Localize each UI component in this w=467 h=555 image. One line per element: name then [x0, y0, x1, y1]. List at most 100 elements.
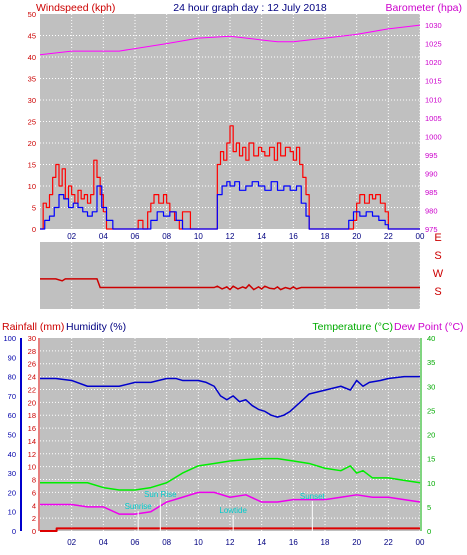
dewpoint-line: [40, 491, 421, 515]
rain-y-tick: 0: [32, 527, 36, 536]
wind-y-tick: 30: [28, 96, 36, 105]
wind-y-tick: 25: [28, 118, 36, 127]
wind-x-tick: 10: [194, 232, 203, 241]
rain-y-tick: 8: [32, 476, 36, 485]
grid-lines: [20, 14, 422, 531]
temp-x-tick: 12: [226, 538, 235, 547]
rain-y-tick: 6: [32, 488, 36, 497]
annotation-label: Sunset: [300, 492, 326, 501]
wind-x-tick: 22: [384, 232, 393, 241]
rain-y-tick: 10: [28, 463, 36, 472]
wind-x-tick: 12: [226, 232, 235, 241]
rain-y-tick: 28: [28, 347, 36, 356]
temp-y-tick: 40: [427, 334, 435, 343]
humidity-y-tick: 20: [8, 488, 16, 497]
temp-y-tick: 5: [427, 503, 431, 512]
dewpoint-axis-title: Dew Point (°C): [394, 321, 464, 333]
baro-y-tick: 1025: [425, 40, 442, 49]
baro-y-tick: 990: [425, 169, 438, 178]
wind-y-tick: 15: [28, 161, 36, 170]
wind-y-tick: 20: [28, 139, 36, 148]
temp-x-tick: 04: [99, 538, 108, 547]
barometer-line: [39, 24, 421, 56]
rainfall-line: [40, 527, 420, 532]
baro-y-tick: 995: [425, 151, 438, 160]
humidity-line: [40, 375, 420, 418]
wind-y-tick: 40: [28, 53, 36, 62]
wind-y-tick: 0: [32, 225, 36, 234]
temp-x-tick: 18: [321, 538, 330, 547]
wind-x-tick: 08: [162, 232, 171, 241]
temp-x-tick: 16: [289, 538, 298, 547]
wind-x-tick: 18: [321, 232, 330, 241]
wind-x-tick: 02: [67, 232, 76, 241]
humidity-y-tick: 100: [3, 334, 16, 343]
rain-y-tick: 2: [32, 514, 36, 523]
baro-y-tick: 1020: [425, 58, 442, 67]
temp-x-tick: 00: [416, 538, 425, 547]
humidity-axis-title: Humidity (%): [66, 321, 126, 333]
humidity-y-tick: 40: [8, 450, 16, 459]
humidity-y-tick: 30: [8, 469, 16, 478]
wind-x-tick: 16: [289, 232, 298, 241]
baro-y-tick: 1000: [425, 132, 442, 141]
avg-wind-line: [40, 181, 420, 230]
temp-x-tick: 08: [162, 538, 171, 547]
baro-y-tick: 1005: [425, 114, 442, 123]
temp-y-tick: 15: [427, 455, 435, 464]
rain-y-tick: 16: [28, 424, 36, 433]
wind-x-tick: 20: [352, 232, 361, 241]
temperature-axis-title: Temperature (°C): [312, 321, 393, 333]
direction-tick: S: [434, 286, 441, 298]
wind-y-tick: 45: [28, 32, 36, 41]
direction-tick: S: [434, 250, 441, 262]
wind-y-tick: 35: [28, 75, 36, 84]
baro-y-tick: 985: [425, 188, 438, 197]
direction-tick: E: [434, 232, 441, 244]
temp-y-tick: 10: [427, 479, 435, 488]
temp-x-tick: 14: [257, 538, 266, 547]
temp-y-tick: 35: [427, 358, 435, 367]
wind-y-tick: 10: [28, 182, 36, 191]
annotation-label: Sunrise: [125, 502, 153, 511]
temp-y-tick: 0: [427, 527, 431, 536]
humidity-y-tick: 60: [8, 411, 16, 420]
rain-y-tick: 22: [28, 385, 36, 394]
temp-y-tick: 30: [427, 382, 435, 391]
annotation-label: Sun Rise: [144, 490, 177, 499]
rain-y-tick: 30: [28, 334, 36, 343]
rain-y-tick: 12: [28, 450, 36, 459]
temp-y-tick: 25: [427, 406, 435, 415]
annotations: Sunrise Sun Rise Lowtide Sunset: [125, 490, 326, 531]
rain-y-tick: 14: [28, 437, 36, 446]
humidity-y-tick: 80: [8, 373, 16, 382]
temp-x-tick: 02: [67, 538, 76, 547]
baro-y-tick: 980: [425, 206, 438, 215]
humidity-y-tick: 50: [8, 431, 16, 440]
rain-y-tick: 26: [28, 360, 36, 369]
rain-y-tick: 18: [28, 411, 36, 420]
rain-y-tick: 24: [28, 373, 36, 382]
windspeed-axis-title: Windspeed (kph): [36, 2, 115, 14]
wind-y-tick: 50: [28, 10, 36, 19]
rain-y-tick: 20: [28, 398, 36, 407]
tick-labels: 0510152025303540455097598098599099510001…: [3, 10, 443, 547]
annotation-label: Lowtide: [219, 506, 247, 515]
rainfall-axis-title: Rainfall (mm): [2, 321, 64, 333]
baro-y-tick: 1010: [425, 95, 442, 104]
wind-x-tick: 06: [131, 232, 140, 241]
graph-title: 24 hour graph day : 12 July 2018: [173, 2, 327, 14]
wind-x-tick: 04: [99, 232, 108, 241]
temp-x-tick: 10: [194, 538, 203, 547]
wind-x-tick: 14: [257, 232, 266, 241]
wind-y-tick: 5: [32, 204, 36, 213]
humidity-y-tick: 90: [8, 353, 16, 362]
temp-x-tick: 20: [352, 538, 361, 547]
humidity-y-tick: 10: [8, 508, 16, 517]
baro-y-tick: 1030: [425, 21, 442, 30]
temp-y-tick: 20: [427, 431, 435, 440]
rain-y-tick: 4: [32, 501, 36, 510]
baro-y-tick: 975: [425, 225, 438, 234]
humidity-y-tick: 70: [8, 392, 16, 401]
